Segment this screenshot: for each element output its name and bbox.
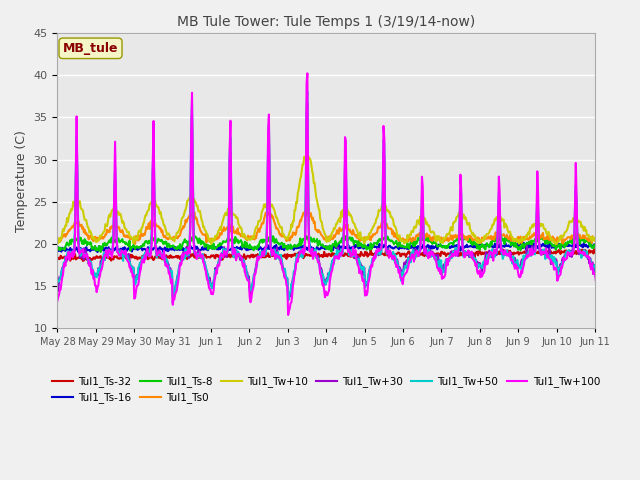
Tul1_Tw+50: [124, 252, 131, 258]
Line: Tul1_Tw+30: Tul1_Tw+30: [58, 104, 634, 303]
Tul1_Ts0: [630, 238, 637, 243]
Tul1_Tw+50: [417, 221, 425, 227]
Tul1_Ts0: [417, 234, 425, 240]
Text: MB_tule: MB_tule: [63, 42, 118, 55]
Tul1_Ts0: [124, 232, 131, 238]
Line: Tul1_Tw+10: Tul1_Tw+10: [58, 155, 634, 244]
Tul1_Tw+30: [417, 229, 425, 235]
Tul1_Ts-8: [433, 243, 441, 249]
Title: MB Tule Tower: Tule Temps 1 (3/19/14-now): MB Tule Tower: Tule Temps 1 (3/19/14-now…: [177, 15, 476, 29]
Tul1_Ts-32: [595, 246, 603, 252]
Tul1_Tw+100: [303, 71, 311, 76]
Tul1_Tw+10: [630, 237, 637, 242]
Tul1_Tw+10: [212, 235, 220, 240]
Tul1_Tw+30: [124, 252, 131, 258]
Tul1_Ts-16: [213, 246, 221, 252]
Line: Tul1_Ts-32: Tul1_Ts-32: [58, 249, 634, 261]
Tul1_Tw+100: [417, 217, 425, 223]
Tul1_Ts-16: [54, 248, 61, 254]
Tul1_Tw+30: [434, 252, 442, 258]
Tul1_Ts-32: [64, 255, 72, 261]
Tul1_Ts-16: [182, 246, 190, 252]
Tul1_Ts-16: [630, 240, 637, 246]
Y-axis label: Temperature (C): Temperature (C): [15, 130, 28, 232]
Tul1_Tw+50: [182, 246, 189, 252]
Tul1_Ts-8: [97, 249, 104, 255]
Tul1_Ts0: [54, 236, 61, 242]
Tul1_Tw+100: [284, 312, 292, 318]
Tul1_Tw+10: [433, 233, 441, 239]
Tul1_Ts-8: [182, 238, 190, 244]
Tul1_Ts0: [434, 234, 442, 240]
Tul1_Ts-8: [630, 244, 637, 250]
Tul1_Tw+30: [182, 244, 190, 250]
Line: Tul1_Ts-16: Tul1_Ts-16: [58, 242, 634, 252]
Tul1_Tw+100: [182, 250, 189, 256]
Tul1_Ts-8: [213, 244, 221, 250]
Tul1_Tw+100: [630, 278, 637, 284]
Tul1_Ts0: [64, 229, 72, 235]
Tul1_Tw+50: [284, 298, 292, 303]
Tul1_Ts-16: [124, 248, 131, 253]
Tul1_Ts-8: [417, 236, 424, 241]
Tul1_Tw+30: [303, 101, 311, 107]
Tul1_Ts0: [182, 219, 190, 225]
Tul1_Ts-8: [612, 230, 620, 236]
Tul1_Ts-8: [54, 245, 61, 251]
Tul1_Tw+100: [212, 268, 220, 274]
Tul1_Tw+50: [303, 89, 311, 95]
Tul1_Tw+100: [434, 265, 442, 271]
Tul1_Tw+10: [182, 207, 189, 213]
Tul1_Ts-32: [213, 253, 221, 259]
Tul1_Ts-8: [64, 241, 72, 247]
Tul1_Tw+10: [303, 152, 310, 157]
Tul1_Ts-32: [124, 255, 132, 261]
Tul1_Ts-8: [124, 241, 132, 247]
Tul1_Tw+50: [212, 269, 220, 275]
Tul1_Tw+30: [54, 274, 61, 280]
Tul1_Tw+30: [64, 253, 72, 259]
Tul1_Ts-32: [433, 252, 441, 257]
Line: Tul1_Tw+50: Tul1_Tw+50: [58, 92, 634, 300]
Legend: Tul1_Ts-32, Tul1_Ts-16, Tul1_Ts-8, Tul1_Ts0, Tul1_Tw+10, Tul1_Tw+30, Tul1_Tw+50,: Tul1_Ts-32, Tul1_Ts-16, Tul1_Ts-8, Tul1_…: [48, 372, 604, 408]
Tul1_Ts-32: [54, 256, 61, 262]
Tul1_Tw+30: [169, 300, 177, 306]
Tul1_Tw+30: [213, 264, 221, 270]
Line: Tul1_Ts-8: Tul1_Ts-8: [58, 233, 634, 252]
Line: Tul1_Tw+100: Tul1_Tw+100: [58, 73, 634, 315]
Tul1_Tw+50: [54, 279, 61, 285]
Tul1_Tw+10: [553, 241, 561, 247]
Tul1_Ts-16: [433, 247, 441, 252]
Tul1_Ts0: [305, 204, 312, 209]
Tul1_Ts-32: [417, 252, 424, 258]
Tul1_Tw+50: [64, 248, 72, 254]
Tul1_Tw+100: [64, 254, 72, 260]
Tul1_Tw+10: [54, 240, 61, 246]
Tul1_Ts-16: [516, 239, 524, 245]
Line: Tul1_Ts0: Tul1_Ts0: [58, 206, 634, 244]
Tul1_Ts-16: [64, 248, 72, 253]
Tul1_Ts-32: [182, 254, 190, 260]
Tul1_Tw+100: [54, 298, 61, 304]
Tul1_Ts0: [131, 241, 139, 247]
Tul1_Tw+10: [64, 219, 72, 225]
Tul1_Ts-16: [159, 250, 167, 255]
Tul1_Tw+10: [417, 214, 424, 219]
Tul1_Tw+50: [630, 266, 637, 272]
Tul1_Tw+30: [630, 264, 637, 270]
Tul1_Tw+100: [124, 257, 131, 263]
Tul1_Ts0: [213, 237, 221, 242]
Tul1_Ts-16: [417, 245, 424, 251]
Tul1_Ts-32: [630, 247, 637, 253]
Tul1_Ts-32: [79, 258, 87, 264]
Tul1_Tw+50: [434, 260, 442, 265]
Tul1_Tw+10: [124, 229, 131, 235]
